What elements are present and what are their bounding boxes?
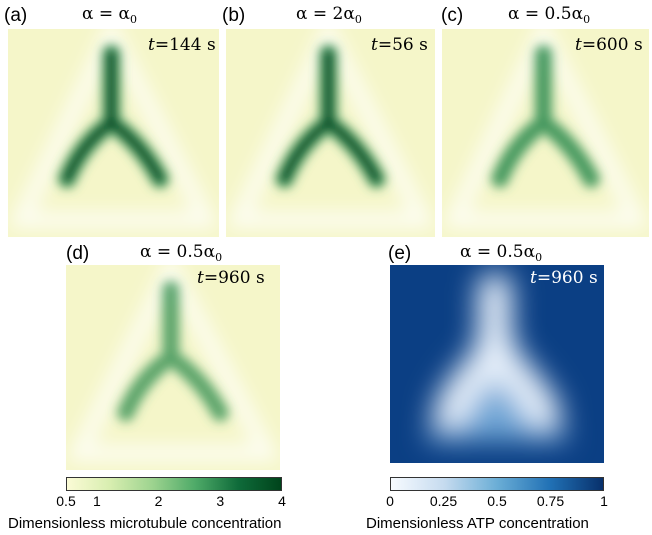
colorbar-label: Dimensionless microtubule concentration <box>8 515 282 532</box>
panel-letter: (e) <box>388 243 412 264</box>
colorbar-tick-label: 0.25 <box>429 493 458 509</box>
panel-letter: (d) <box>66 243 90 264</box>
alpha-label: α = 0.5α0 <box>508 4 591 26</box>
colorbar-tick-label: 0.75 <box>536 493 565 509</box>
heatmap-plot <box>390 265 604 470</box>
heatmap-svg <box>442 29 649 237</box>
colorbar-tick-label: 3 <box>216 493 225 509</box>
microtubule-band-core <box>120 284 226 418</box>
colorbar-label: Dimensionless ATP concentration <box>366 515 589 532</box>
heatmap-plot <box>226 29 435 237</box>
alpha-label: α = α0 <box>82 4 138 26</box>
depletion-halo <box>66 265 280 462</box>
heatmap-edge <box>390 463 604 470</box>
colorbar-tick-label: 1 <box>92 493 101 509</box>
heatmap-svg <box>390 265 604 470</box>
microtubule-band-core <box>279 48 382 184</box>
depletion-halo <box>8 29 219 229</box>
heatmap-plot <box>66 265 280 470</box>
colorbar-tick-label: 1 <box>600 493 608 509</box>
colorbar-gradient <box>66 477 282 491</box>
panel-letter: (b) <box>222 5 246 26</box>
time-label: t=56 s <box>371 35 428 55</box>
panel-letter: (a) <box>4 5 28 26</box>
alpha-label: α = 0.5α0 <box>140 242 223 264</box>
depletion-halo <box>226 29 435 229</box>
heatmap-plot <box>8 29 219 237</box>
colorbar-tick-label: 2 <box>154 493 163 509</box>
time-label: t=600 s <box>575 35 643 55</box>
time-label: t=144 s <box>148 35 216 55</box>
alpha-label: α = 0.5α0 <box>460 242 543 264</box>
heatmap-svg <box>66 265 280 470</box>
colorbar-tick-label: 4 <box>278 493 286 509</box>
time-label: t=960 s <box>530 268 598 288</box>
microtubule-band-core <box>494 48 597 184</box>
colorbar-tick-label: 0 <box>386 493 394 509</box>
colorbar-tick-label: 0.5 <box>487 493 507 509</box>
heatmap-svg <box>8 29 219 237</box>
heatmap-plot <box>442 29 649 237</box>
depletion-halo <box>442 29 649 229</box>
colorbar-tick-label: 0.5 <box>56 493 76 509</box>
panel-letter: (c) <box>441 5 464 26</box>
alpha-label: α = 2α0 <box>296 4 362 26</box>
microtubule-band-core <box>62 48 165 184</box>
time-label: t=960 s <box>197 268 265 288</box>
atp-depletion-band <box>432 272 562 430</box>
heatmap-svg <box>226 29 435 237</box>
colorbar-gradient <box>390 477 604 491</box>
